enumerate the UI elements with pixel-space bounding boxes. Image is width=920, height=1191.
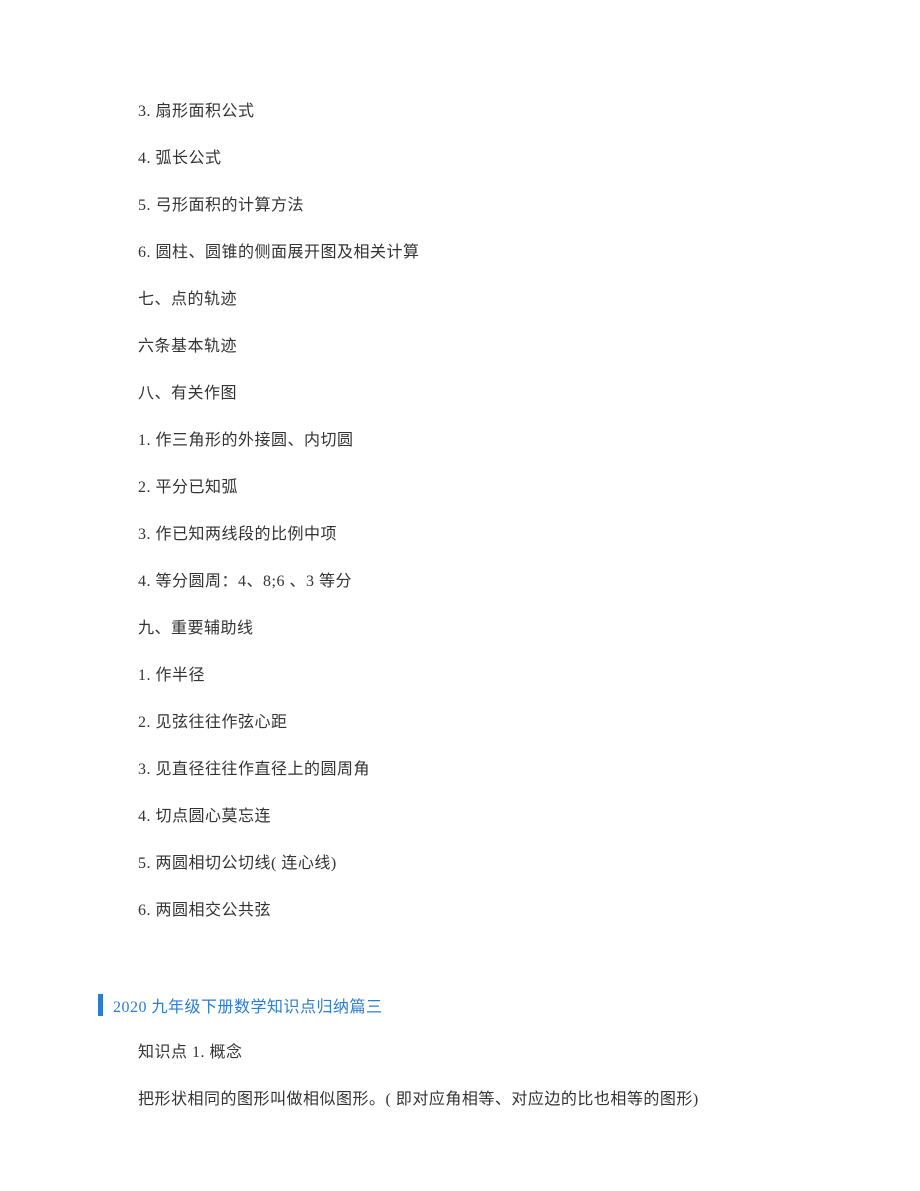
text-line: 2. 平分已知弧 (138, 476, 820, 500)
text-line: 2. 见弦往往作弦心距 (138, 711, 820, 735)
text-line: 4. 弧长公式 (138, 147, 820, 171)
text-line: 3. 见直径往往作直径上的圆周角 (138, 758, 820, 782)
section-header: 2020 九年级下册数学知识点归纳篇三 (98, 993, 820, 1017)
text-line: 七、点的轨迹 (138, 288, 820, 312)
text-line: 4. 切点圆心莫忘连 (138, 805, 820, 829)
section-accent-bar (98, 994, 103, 1016)
text-line: 1. 作半径 (138, 664, 820, 688)
text-line: 5. 弓形面积的计算方法 (138, 194, 820, 218)
document-content: 3. 扇形面积公式 4. 弧长公式 5. 弓形面积的计算方法 6. 圆柱、圆锥的… (0, 0, 920, 1112)
text-line: 6. 两圆相交公共弦 (138, 899, 820, 923)
text-line: 八、有关作图 (138, 382, 820, 406)
text-line: 4. 等分圆周：4、8;6 、3 等分 (138, 570, 820, 594)
section-title: 2020 九年级下册数学知识点归纳篇三 (113, 993, 383, 1017)
text-line: 知识点 1. 概念 (138, 1041, 820, 1065)
text-line: 6. 圆柱、圆锥的侧面展开图及相关计算 (138, 241, 820, 265)
text-line: 六条基本轨迹 (138, 335, 820, 359)
text-line: 3. 作已知两线段的比例中项 (138, 523, 820, 547)
text-line: 3. 扇形面积公式 (138, 100, 820, 124)
text-line: 把形状相同的图形叫做相似图形。( 即对应角相等、对应边的比也相等的图形) (138, 1088, 820, 1112)
text-line: 1. 作三角形的外接圆、内切圆 (138, 429, 820, 453)
text-line: 九、重要辅助线 (138, 617, 820, 641)
text-line: 5. 两圆相切公切线( 连心线) (138, 852, 820, 876)
